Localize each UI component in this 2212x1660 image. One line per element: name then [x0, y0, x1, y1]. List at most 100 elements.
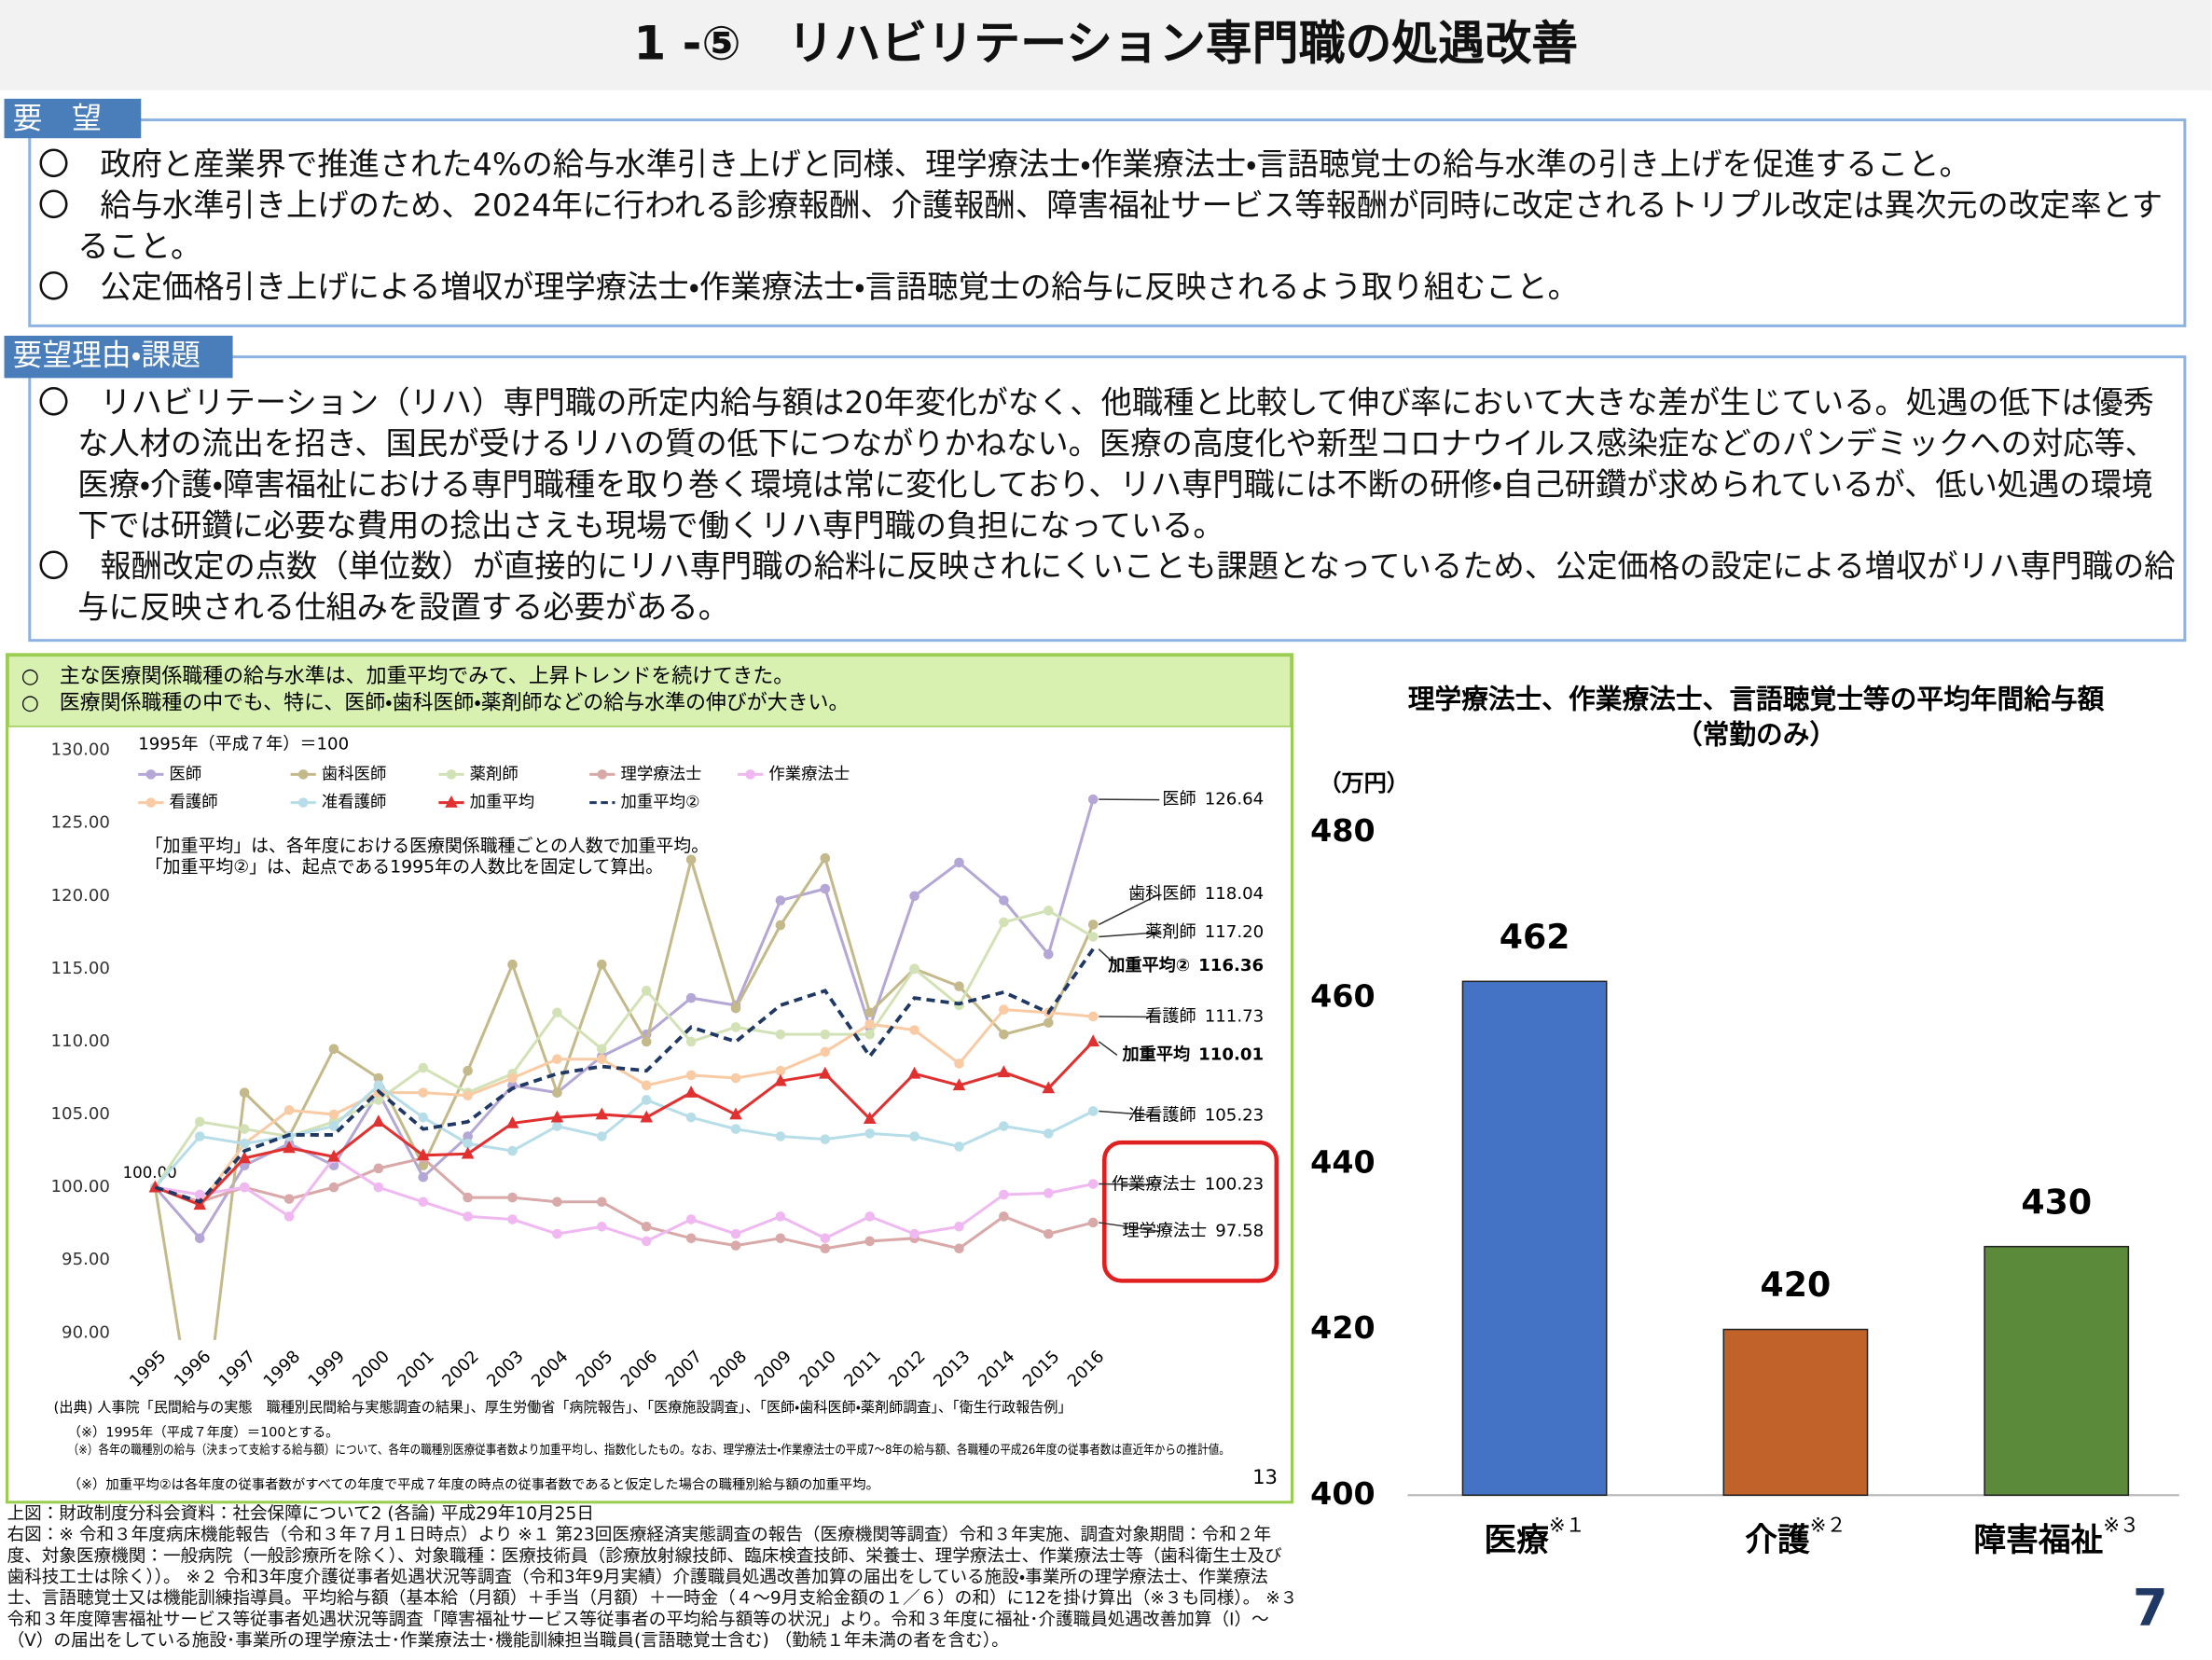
point — [238, 1151, 251, 1164]
point — [864, 1007, 876, 1018]
chart-subtitle: 1995年（平成７年）＝100 — [138, 735, 349, 754]
end-label-name: 准看護師 — [1128, 1105, 1196, 1125]
point — [507, 1192, 518, 1203]
point — [775, 1065, 786, 1076]
point — [1043, 1228, 1054, 1239]
point — [999, 917, 1009, 928]
leader-line — [1098, 948, 1118, 967]
point — [372, 1114, 385, 1127]
point — [194, 1131, 205, 1141]
point — [552, 1007, 562, 1018]
point — [283, 1141, 296, 1154]
category-note: ※１ — [1549, 1514, 1585, 1537]
point — [820, 883, 831, 894]
point — [954, 1058, 964, 1069]
point — [641, 1036, 652, 1047]
point — [239, 1139, 250, 1149]
legend-marker — [297, 769, 309, 780]
point — [463, 1131, 473, 1141]
point — [999, 1121, 1009, 1131]
end-label-name: 加重平均 — [1122, 1044, 1191, 1064]
end-label: 医師 126.64 — [1162, 790, 1264, 809]
point — [774, 1073, 787, 1086]
point — [730, 1240, 741, 1251]
legend-label: 医師 — [170, 765, 202, 783]
point — [463, 1090, 473, 1101]
point — [507, 1145, 518, 1156]
data-label: 420 — [1761, 1265, 1832, 1305]
point — [193, 1197, 207, 1210]
point — [641, 1222, 652, 1232]
point — [552, 1087, 562, 1098]
legend-label: 准看護師 — [322, 794, 387, 812]
bullet: 〇 リハビリテーション（リハ）専門職の所定内給与額は20年変化がなく、他職種と比… — [37, 386, 2156, 545]
series-line — [154, 1040, 1095, 1207]
point — [239, 1182, 250, 1193]
point — [820, 1046, 831, 1058]
end-label: 加重平均 110.01 — [1122, 1044, 1265, 1064]
point — [239, 1124, 250, 1134]
summary: ○ 主な医療関係職種の給与水準は、加重平均でみて、上昇トレンドを続けてきた。 — [21, 665, 794, 688]
point — [999, 1189, 1009, 1200]
point — [1043, 1017, 1054, 1028]
point — [418, 1160, 429, 1171]
y-tick-label: 400 — [1310, 1475, 1375, 1512]
point — [730, 1003, 741, 1014]
point — [463, 1065, 473, 1076]
annotation: 「加重平均」は、各年度における医療関係職種ごとの人数で加重平均。 — [145, 836, 709, 856]
legend-label: 加重平均 — [470, 794, 534, 812]
point — [729, 1107, 742, 1120]
point — [864, 1128, 876, 1139]
point — [685, 1233, 697, 1244]
y-tick-label: 95.00 — [62, 1250, 110, 1269]
series-line — [154, 948, 1095, 1204]
end-label: 准看護師 105.23 — [1128, 1105, 1264, 1125]
point — [641, 986, 652, 996]
point — [1087, 932, 1099, 942]
point — [1043, 906, 1054, 916]
source: （※）各年の職種別の給与（決まって支給する給与額）について、各年の職種別医療従事… — [68, 1443, 1230, 1458]
point — [999, 1029, 1009, 1040]
point — [1043, 1188, 1054, 1198]
point — [954, 857, 964, 868]
point — [1087, 794, 1099, 805]
end-label-value: 116.36 — [1198, 956, 1264, 975]
point — [194, 1233, 205, 1244]
point — [463, 1192, 473, 1203]
leader-line — [1099, 1183, 1160, 1186]
category-note: ※３ — [2103, 1514, 2139, 1537]
legend-label: 理学療法士 — [621, 765, 702, 783]
point — [1087, 1179, 1099, 1189]
plot — [148, 794, 1099, 1340]
point — [954, 1222, 964, 1232]
request-box: 〇 政府と産業界で推進された4%の給与水準引き上げと同様、理学療法士・作業療法士… — [28, 118, 2187, 327]
point — [552, 1197, 562, 1208]
end-label-name: 看護師 — [1145, 1007, 1196, 1027]
bullet: 〇 政府と産業界で推進された4%の給与水準引き上げと同様、理学療法士・作業療法士… — [37, 147, 1970, 184]
point — [1087, 1011, 1099, 1022]
point — [685, 992, 697, 1003]
legend-marker — [597, 769, 608, 780]
point — [597, 1222, 607, 1232]
leader-line — [1099, 932, 1160, 938]
point — [999, 895, 1009, 906]
source: (出典) 人事院「民間給与の実態 職種別民間給与実態調査の結果」、厚生労働省「病… — [53, 1399, 1071, 1416]
point — [954, 1243, 964, 1254]
end-label: 作業療法士 100.23 — [1112, 1175, 1264, 1195]
reason-box: 〇 リハビリテーション（リハ）専門職の所定内給与額は20年変化がなく、他職種と比… — [28, 355, 2187, 643]
point — [328, 1121, 339, 1131]
point — [552, 1054, 562, 1065]
point — [775, 1131, 786, 1141]
leader-line — [1098, 1041, 1118, 1056]
chart-panel — [6, 653, 1293, 1504]
point — [730, 1072, 741, 1084]
point — [418, 1171, 429, 1183]
series-line — [154, 908, 1094, 1188]
y-tick-label: 115.00 — [50, 959, 109, 978]
point — [416, 1148, 430, 1161]
point — [239, 1087, 250, 1098]
y-axis-label: （万円） — [1319, 770, 1409, 796]
point — [820, 1029, 831, 1040]
page-ref: 13 — [1252, 1465, 1278, 1488]
